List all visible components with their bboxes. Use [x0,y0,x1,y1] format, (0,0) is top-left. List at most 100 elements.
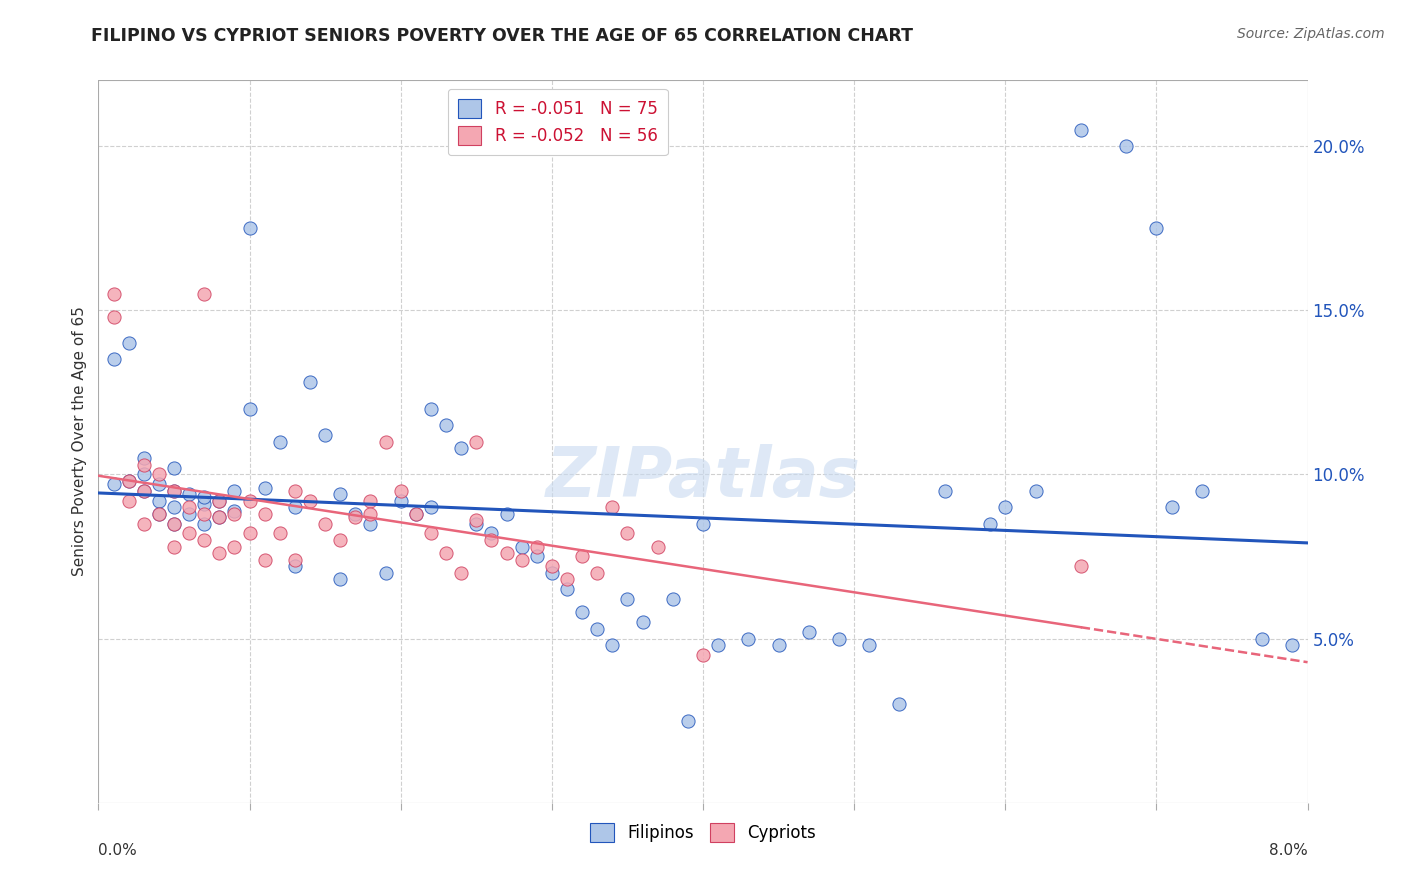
Point [1146,221,1168,235]
Point [239,526,262,541]
Point [329,487,352,501]
Point [118,493,141,508]
Point [1191,483,1213,498]
Point [224,503,246,517]
Point [1160,500,1182,515]
Point [631,615,654,630]
Point [389,483,412,498]
Point [510,540,533,554]
Point [132,483,155,498]
Point [1025,483,1047,498]
Point [374,434,396,449]
Point [193,516,215,531]
Point [540,566,562,580]
Point [389,493,412,508]
Point [163,516,186,531]
Point [526,549,548,564]
Point [647,540,669,554]
Point [314,428,336,442]
Point [193,507,215,521]
Point [103,352,125,367]
Point [737,632,759,646]
Point [163,540,186,554]
Point [1070,122,1092,136]
Point [420,401,443,416]
Point [239,493,262,508]
Point [132,483,155,498]
Point [132,450,155,465]
Point [208,510,231,524]
Point [465,434,488,449]
Point [299,376,322,390]
Point [1115,139,1137,153]
Point [344,510,367,524]
Point [481,526,503,541]
Point [148,467,170,482]
Point [179,487,201,501]
Point [828,632,851,646]
Point [450,566,472,580]
Point [329,533,352,547]
Point [405,507,427,521]
Point [510,553,533,567]
Point [269,434,291,449]
Point [555,573,578,587]
Point [118,474,141,488]
Point [360,516,382,531]
Point [434,546,457,560]
Point [616,592,638,607]
Point [555,582,578,597]
Legend: Filipinos, Cypriots: Filipinos, Cypriots [583,816,823,848]
Point [586,566,609,580]
Point [450,441,472,455]
Point [284,500,307,515]
Point [253,553,276,567]
Point [602,500,624,515]
Point [253,507,276,521]
Point [1251,632,1274,646]
Point [344,507,367,521]
Point [465,513,488,527]
Point [526,540,548,554]
Point [163,500,186,515]
Point [163,483,186,498]
Point [148,493,170,508]
Text: ZIPatlas: ZIPatlas [546,444,860,511]
Point [889,698,911,712]
Point [434,418,457,433]
Point [118,474,141,488]
Point [163,460,186,475]
Point [118,336,141,351]
Point [132,467,155,482]
Point [208,510,231,524]
Point [179,500,201,515]
Point [692,516,714,531]
Point [1070,559,1092,574]
Point [163,483,186,498]
Point [208,493,231,508]
Point [299,493,322,508]
Point [193,533,215,547]
Point [253,481,276,495]
Point [1281,638,1303,652]
Point [858,638,880,652]
Point [208,546,231,560]
Point [284,559,307,574]
Point [768,638,790,652]
Point [934,483,956,498]
Point [495,546,517,560]
Point [148,507,170,521]
Point [661,592,683,607]
Point [420,500,443,515]
Point [148,477,170,491]
Point [103,286,125,301]
Point [103,477,125,491]
Point [284,553,307,567]
Point [284,483,307,498]
Point [797,625,820,640]
Point [405,507,427,521]
Point [481,533,503,547]
Point [571,549,593,564]
Point [239,221,262,235]
Point [586,622,609,636]
